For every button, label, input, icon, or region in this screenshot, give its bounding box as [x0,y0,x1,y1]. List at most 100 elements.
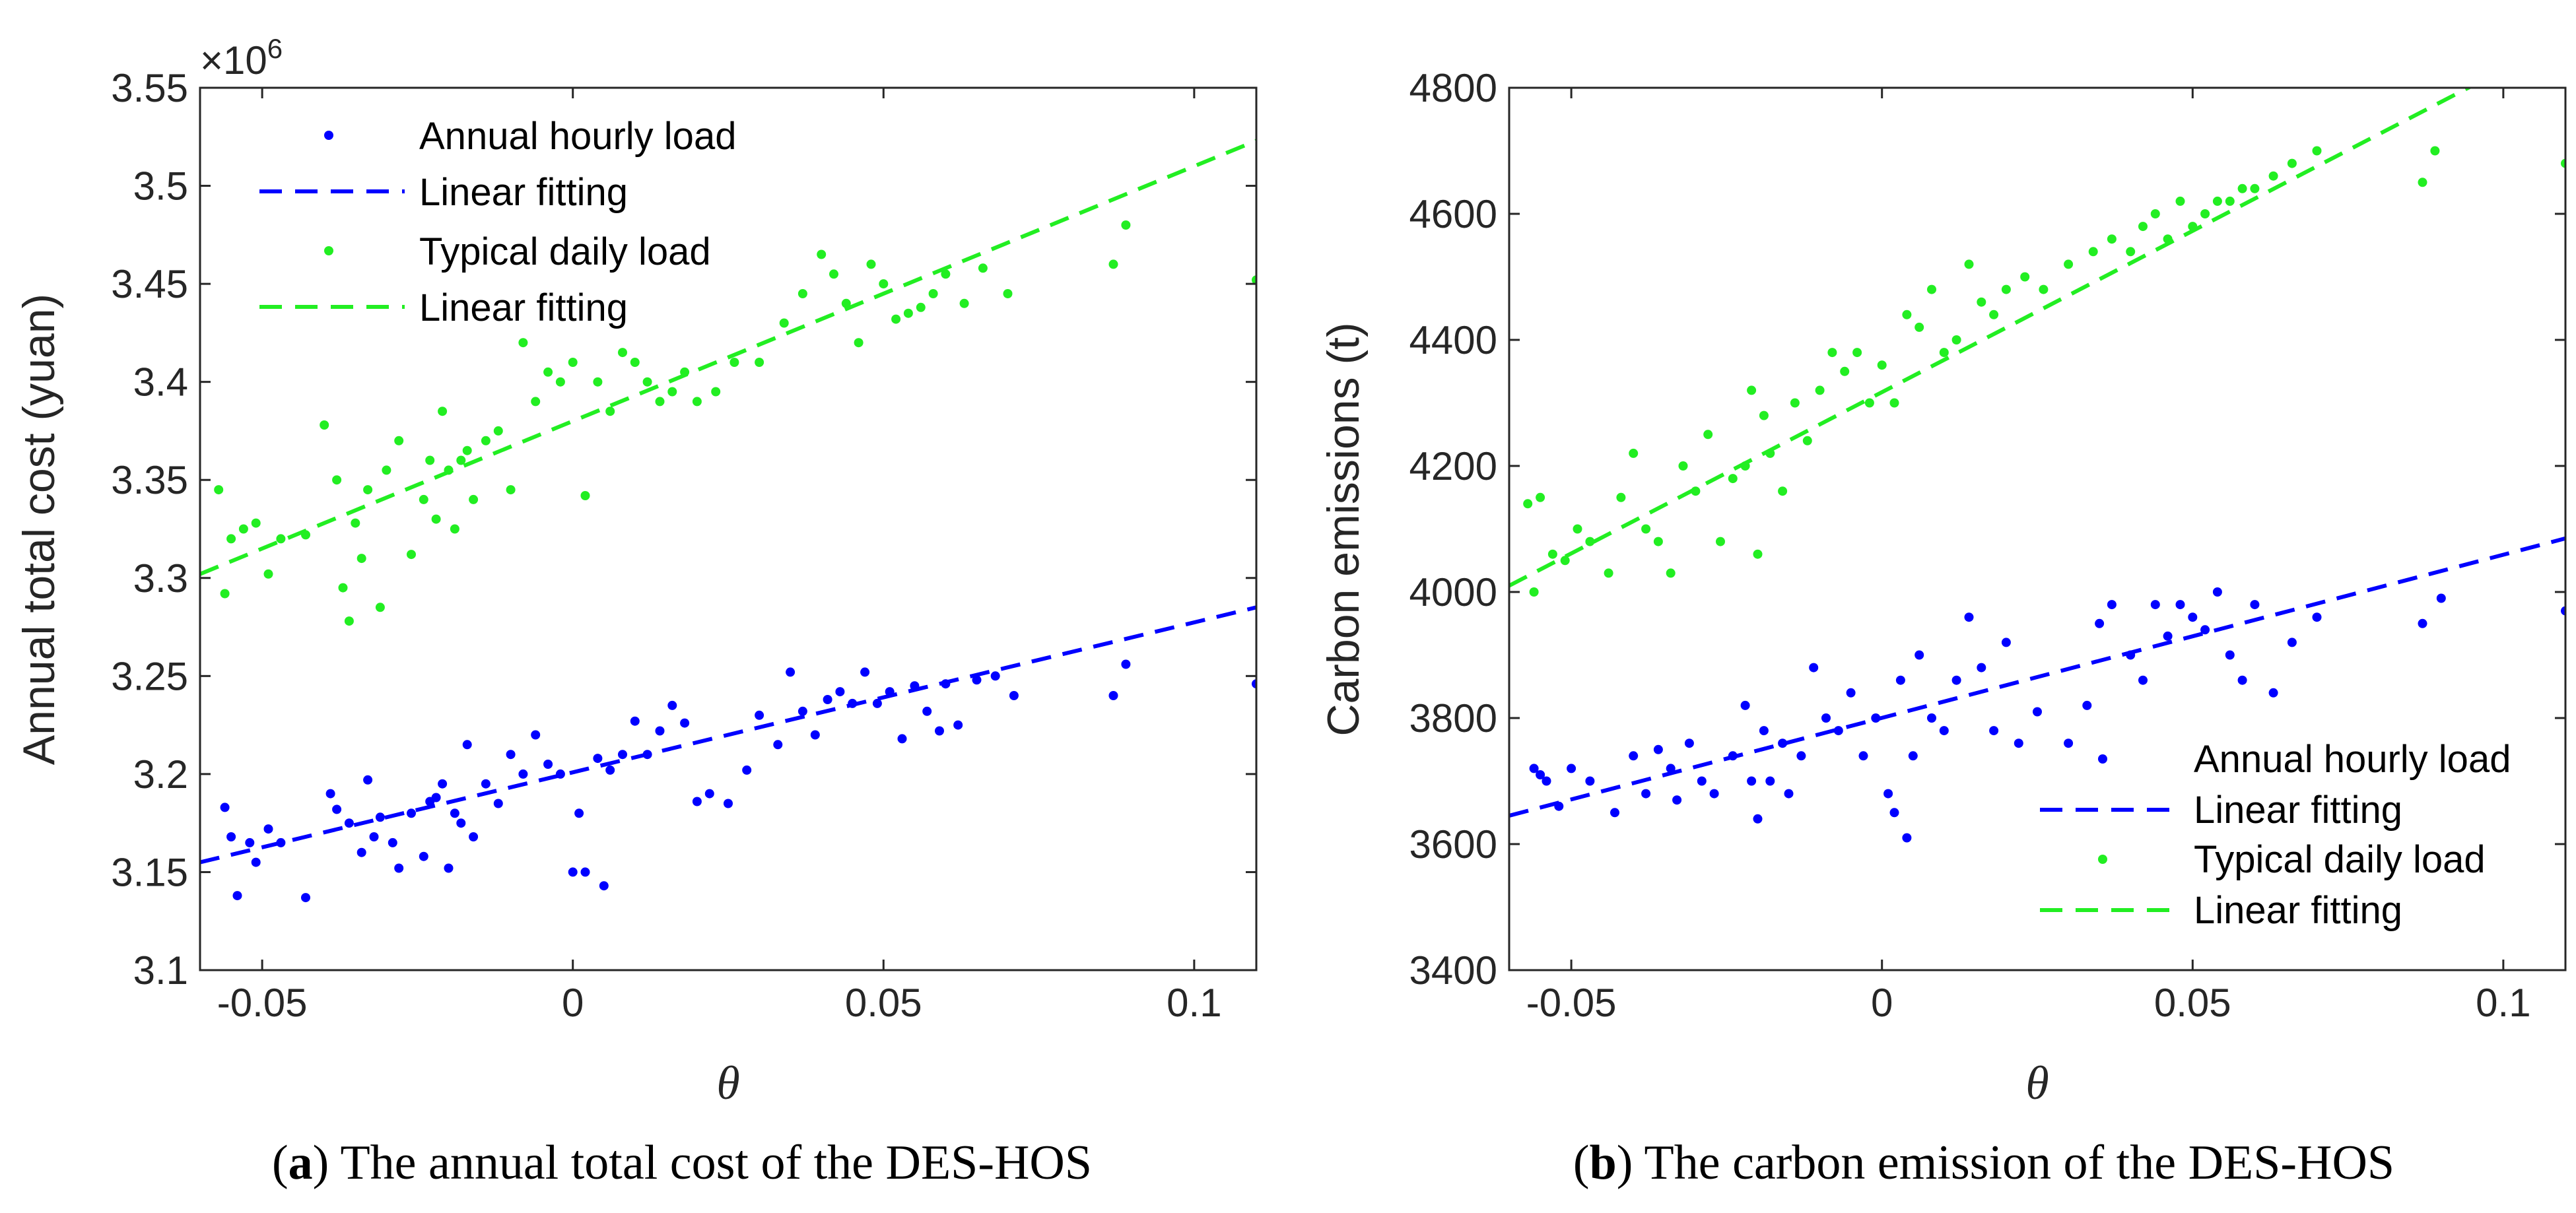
panel-b-point-blue-53 [2175,600,2185,610]
panel-b-point-blue-19 [1759,726,1769,736]
panel-a-point-green-66 [1121,220,1131,230]
panel-a-point-blue-26 [469,832,479,841]
panel-b-point-blue-43 [2014,738,2023,748]
panel-b-point-blue-20 [1765,776,1775,786]
panel-b-point-green-10 [1641,524,1651,534]
panel-a-fit-line-segment-1 [200,605,1256,865]
panel-a-point-green-18 [407,550,416,560]
panel-a-ytick-label-8: 3.5 [133,164,188,209]
panel-b-point-green-53 [2200,209,2210,218]
panel-a-point-blue-31 [531,730,541,740]
panel-a-point-green-67 [1252,275,1256,285]
panel-b-legend: Annual hourly load Linear fitting Typica… [2040,738,2511,932]
panel-b-point-blue-10 [1666,764,1676,773]
panel-b-point-blue-49 [2126,650,2136,660]
panel-b-point-blue-29 [1871,713,1881,723]
panel-b-ytick-label-3: 4000 [1409,570,1497,614]
panel-a-point-blue-62 [910,681,920,691]
panel-a-point-blue-55 [823,695,832,704]
panel-b-point-blue-59 [2250,600,2260,610]
panel-a-annual-total-cost: -0.05 0 0.05 0.1 3.1 3.15 3.2 3.25 3.3 3.35 3.4 3.4… [14,33,1258,1190]
panel-b-point-green-34 [1915,322,1924,332]
panel-a-legend-label-annual: Annual hourly load [419,115,736,158]
panel-b-point-green-57 [2250,183,2260,193]
panel-b-point-blue-57 [2225,650,2235,660]
panel-a-point-blue-50 [755,710,764,720]
panel-a-point-blue-52 [786,667,796,677]
panel-b-point-green-4 [1560,556,1570,566]
panel-a-point-green-34 [555,377,565,387]
panel-a-ytick-label-5: 3.35 [111,458,188,502]
panel-b-point-blue-40 [1977,663,1986,672]
panel-b-point-blue-65 [2561,606,2565,616]
panel-b-point-blue-60 [2268,688,2278,698]
panel-b-ytick-label-4: 4200 [1409,444,1497,488]
panel-a-exponent-power: 6 [267,33,283,64]
panel-b-point-green-8 [1616,492,1626,502]
panel-a-point-blue-17 [407,808,416,818]
panel-a-point-green-48 [755,358,764,367]
panel-b-legend-label-fit-typical: Linear fitting [2194,889,2402,932]
panel-b-point-blue-56 [2212,587,2222,597]
panel-b-point-blue-34 [1908,751,1918,761]
panel-b-point-blue-13 [1697,776,1707,786]
panel-a-point-blue-36 [580,867,590,877]
panel-a-point-blue-0 [220,803,230,812]
panel-b-point-blue-35 [1915,650,1924,660]
panel-b-point-blue-44 [2033,707,2042,717]
panel-a-point-blue-63 [922,706,932,716]
panel-a-point-green-5 [263,569,273,579]
panel-a-point-green-43 [667,387,677,397]
panel-b-point-blue-1 [1536,770,1545,779]
panel-b-ytick-label-0: 3400 [1409,948,1497,993]
panel-a-point-blue-67 [972,675,982,685]
panel-b-point-green-40 [1989,310,1999,319]
panel-b-point-green-18 [1740,461,1750,471]
panel-a-legend: Annual hourly load Linear fitting Typica… [259,115,736,329]
panel-b-point-blue-27 [1846,688,1856,698]
panel-b-ytick-label-2: 3800 [1409,696,1497,740]
panel-a-ytick-label-6: 3.4 [133,360,188,405]
panel-a-point-green-41 [642,377,652,387]
panel-b-point-blue-17 [1747,776,1757,786]
panel-b-point-blue-32 [1895,675,1905,685]
panel-b-point-blue-55 [2200,625,2210,635]
panel-a-point-blue-18 [419,851,428,861]
panel-a-point-blue-25 [462,740,472,750]
panel-b-caption: (b) The carbon emission of the DES-HOS [1573,1136,2394,1190]
panel-b-ticks: -0.05 0 0.05 0.1 3400 3600 3800 4000 4200 4400 460… [1409,66,2565,1025]
panel-b-point-blue-46 [2082,700,2092,710]
panel-b-point-green-27 [1827,348,1837,358]
panel-b-point-green-52 [2188,222,2198,232]
panel-a-ytick-label-3: 3.25 [111,654,188,698]
panel-a-point-green-10 [338,583,348,593]
panel-a-point-blue-44 [667,700,677,710]
panel-a-legend-label-typical: Typical daily load [419,230,711,273]
panel-b-point-green-36 [1939,348,1949,358]
panel-a-point-green-23 [444,465,454,475]
panel-a-ytick-label-7: 3.45 [111,262,188,306]
panel-a-point-green-50 [797,289,807,298]
panel-b-point-blue-38 [1951,675,1961,685]
panel-a-point-blue-66 [953,720,963,730]
panel-b-point-green-61 [2418,178,2427,187]
panel-b-point-green-59 [2287,158,2297,168]
panel-b-point-green-16 [1716,537,1725,546]
panel-a-point-green-46 [711,387,721,397]
panel-a-point-green-35 [568,358,578,367]
panel-b-point-green-48 [2138,222,2148,232]
panel-a-point-green-60 [928,289,938,298]
panel-b-legend-label-typical: Typical daily load [2194,838,2486,881]
panel-a-point-green-42 [655,397,665,407]
panel-a-point-green-29 [493,426,503,436]
panel-b-points-typical-daily [1523,146,2565,597]
panel-b-carbon-emissions: -0.05 0 0.05 0.1 3400 3600 3800 4000 4200 4400 460… [1318,66,2567,1190]
panel-a-point-blue-12 [363,775,373,785]
panel-b-point-blue-25 [1821,713,1831,723]
panel-b-point-blue-39 [1964,612,1974,622]
panel-a-point-green-8 [320,420,329,430]
panel-b-point-green-37 [1951,335,1961,344]
panel-b-point-blue-5 [1585,776,1595,786]
panel-a-point-green-56 [879,279,889,289]
panel-b-ylabel: Carbon emissions (t) [1318,322,1369,736]
